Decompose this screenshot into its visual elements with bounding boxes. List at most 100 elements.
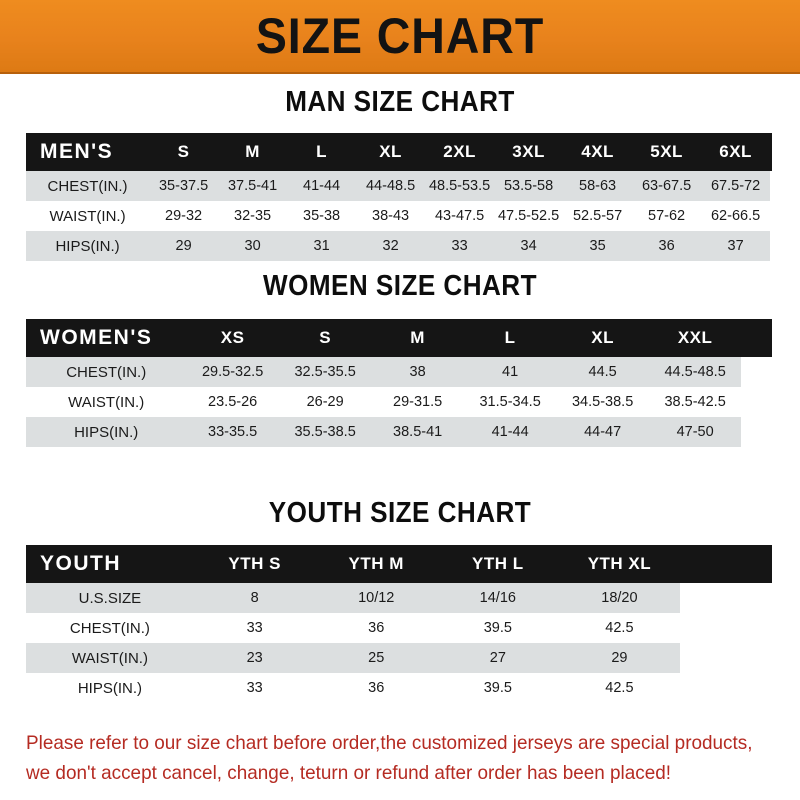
women-column-header-2: M	[410, 328, 425, 347]
youth-row-filler	[680, 673, 772, 703]
women-cell-1-2: 29-31.5	[371, 387, 464, 417]
men-column-header-2: L	[316, 142, 328, 161]
women-cell-2-0: 33-35.5	[186, 417, 279, 447]
women-cell-1-4: 34.5-38.5	[556, 387, 649, 417]
men-row-filler	[770, 231, 772, 261]
youth-cell-0-2: 14/16	[437, 583, 559, 613]
men-row-filler	[770, 201, 772, 231]
women-column-header-4: XL	[591, 328, 614, 347]
men-cell-0-3: 44-48.5	[356, 171, 426, 201]
men-cell-1-3: 38-43	[356, 201, 426, 231]
men-row-label-1: WAIST(IN.)	[26, 201, 150, 231]
youth-row-label-2: WAIST(IN.)	[26, 643, 194, 673]
youth-cell-1-1: 36	[315, 613, 438, 643]
youth-row-filler	[680, 643, 772, 673]
footer-note-line-2: we don't accept cancel, change, teturn o…	[26, 762, 672, 784]
women-cell-0-0: 29.5-32.5	[186, 357, 279, 387]
men-cell-1-7: 57-62	[632, 201, 702, 231]
women-cell-2-4: 44-47	[556, 417, 649, 447]
men-column-header-6: 4XL	[581, 142, 614, 161]
women-column-header-1: S	[319, 328, 332, 347]
women-cell-2-3: 41-44	[463, 417, 557, 447]
table-row: CHEST(IN.) 35-37.5 37.5-41 41-44 44-48.5 48.5…	[26, 171, 772, 201]
table-row: HIPS(IN.) 33-35.5 35.5-38.5 38.5-41 41-44 44-…	[26, 417, 772, 447]
women-cell-1-0: 23.5-26	[186, 387, 279, 417]
women-cell-2-5: 47-50	[648, 417, 742, 447]
table-row: CHEST(IN.) 33 36 39.5 42.5	[26, 613, 772, 643]
men-column-header-0: S	[177, 142, 190, 161]
table-row: HIPS(IN.) 29 30 31 32 33 34 35 36 37	[26, 231, 772, 261]
table-row: CHEST(IN.) 29.5-32.5 32.5-35.5 38 41 44.5 44.5…	[26, 357, 772, 387]
men-row-filler	[770, 171, 772, 201]
women-column-header-0: XS	[220, 328, 245, 347]
youth-cell-2-0: 23	[193, 643, 316, 673]
youth-cell-3-3: 42.5	[558, 673, 681, 703]
women-cell-0-4: 44.5	[556, 357, 649, 387]
men-column-header-5: 3XL	[512, 142, 545, 161]
youth-column-header-0: YTH S	[228, 554, 281, 573]
men-cell-1-4: 43-47.5	[425, 201, 495, 231]
men-cell-2-8: 37	[701, 231, 771, 261]
men-column-header-8: 6XL	[719, 142, 752, 161]
men-cell-2-7: 36	[632, 231, 702, 261]
page-title: SIZE CHART	[255, 8, 545, 64]
men-row-label-0: CHEST(IN.)	[26, 171, 150, 201]
men-row-label-2: HIPS(IN.)	[26, 231, 150, 261]
men-cell-2-5: 34	[494, 231, 564, 261]
women-row-label-0: CHEST(IN.)	[26, 357, 187, 387]
men-cell-2-2: 31	[287, 231, 357, 261]
footer-note-line-1: Please refer to our size chart before or…	[26, 732, 753, 754]
youth-cell-1-2: 39.5	[437, 613, 559, 643]
youth-size-table: YOUTH YTH S YTH M YTH L YTH XL U.S.SIZE 8 10/12…	[26, 545, 772, 703]
table-row: U.S.SIZE 8 10/12 14/16 18/20	[26, 583, 772, 613]
table-row: WAIST(IN.) 23.5-26 26-29 29-31.5 31.5-34.5 34…	[26, 387, 772, 417]
youth-section-title: YOUTH SIZE CHART	[268, 497, 532, 529]
men-cell-1-6: 52.5-57	[563, 201, 633, 231]
women-section-title: WOMEN SIZE CHART	[263, 270, 537, 302]
men-cell-0-1: 37.5-41	[218, 171, 288, 201]
women-cell-1-5: 38.5-42.5	[648, 387, 742, 417]
women-cell-1-1: 26-29	[278, 387, 372, 417]
women-size-table: WOMEN'S XS S M L XL XXL CHEST(IN.) 29.5-32.5 32.5…	[26, 319, 772, 447]
youth-table-header-row: YOUTH YTH S YTH M YTH L YTH XL	[26, 545, 772, 583]
youth-row-label-3: HIPS(IN.)	[26, 673, 194, 703]
women-row-label-1: WAIST(IN.)	[26, 387, 187, 417]
women-column-header-5: XXL	[677, 328, 713, 347]
youth-cell-1-0: 33	[193, 613, 316, 643]
youth-column-header-2: YTH L	[472, 554, 524, 573]
youth-row-label-header: YOUTH	[40, 552, 121, 575]
women-cell-0-2: 38	[371, 357, 464, 387]
youth-cell-0-3: 18/20	[558, 583, 681, 613]
men-header-filler	[770, 133, 772, 171]
men-cell-1-5: 47.5-52.5	[494, 201, 564, 231]
women-cell-0-5: 44.5-48.5	[648, 357, 742, 387]
youth-header-filler	[680, 545, 772, 583]
men-cell-0-0: 35-37.5	[149, 171, 219, 201]
youth-cell-2-1: 25	[315, 643, 438, 673]
youth-column-header-3: YTH XL	[587, 554, 652, 573]
men-cell-0-7: 63-67.5	[632, 171, 702, 201]
men-column-header-4: 2XL	[443, 142, 476, 161]
men-cell-0-8: 67.5-72	[701, 171, 771, 201]
men-cell-2-0: 29	[149, 231, 219, 261]
women-table-header-row: WOMEN'S XS S M L XL XXL	[26, 319, 772, 357]
youth-cell-2-3: 29	[558, 643, 681, 673]
youth-row-filler	[680, 613, 772, 643]
men-cell-2-4: 33	[425, 231, 495, 261]
men-table-header-row: MEN'S S M L XL 2XL 3XL 4XL 5XL 6XL	[26, 133, 772, 171]
men-size-table: MEN'S S M L XL 2XL 3XL 4XL 5XL 6XL CHEST(IN.) 35-37…	[26, 133, 772, 261]
women-cell-0-3: 41	[463, 357, 557, 387]
women-header-filler	[741, 319, 772, 357]
men-section-title: MAN SIZE CHART	[285, 86, 515, 118]
men-row-label-header: MEN'S	[40, 140, 114, 163]
men-cell-0-6: 58-63	[563, 171, 633, 201]
men-cell-0-5: 53.5-58	[494, 171, 564, 201]
youth-cell-3-2: 39.5	[437, 673, 559, 703]
men-column-header-7: 5XL	[650, 142, 683, 161]
youth-cell-0-0: 8	[193, 583, 316, 613]
men-cell-1-0: 29-32	[149, 201, 219, 231]
men-cell-2-3: 32	[356, 231, 426, 261]
table-row: WAIST(IN.) 23 25 27 29	[26, 643, 772, 673]
youth-cell-3-0: 33	[193, 673, 316, 703]
